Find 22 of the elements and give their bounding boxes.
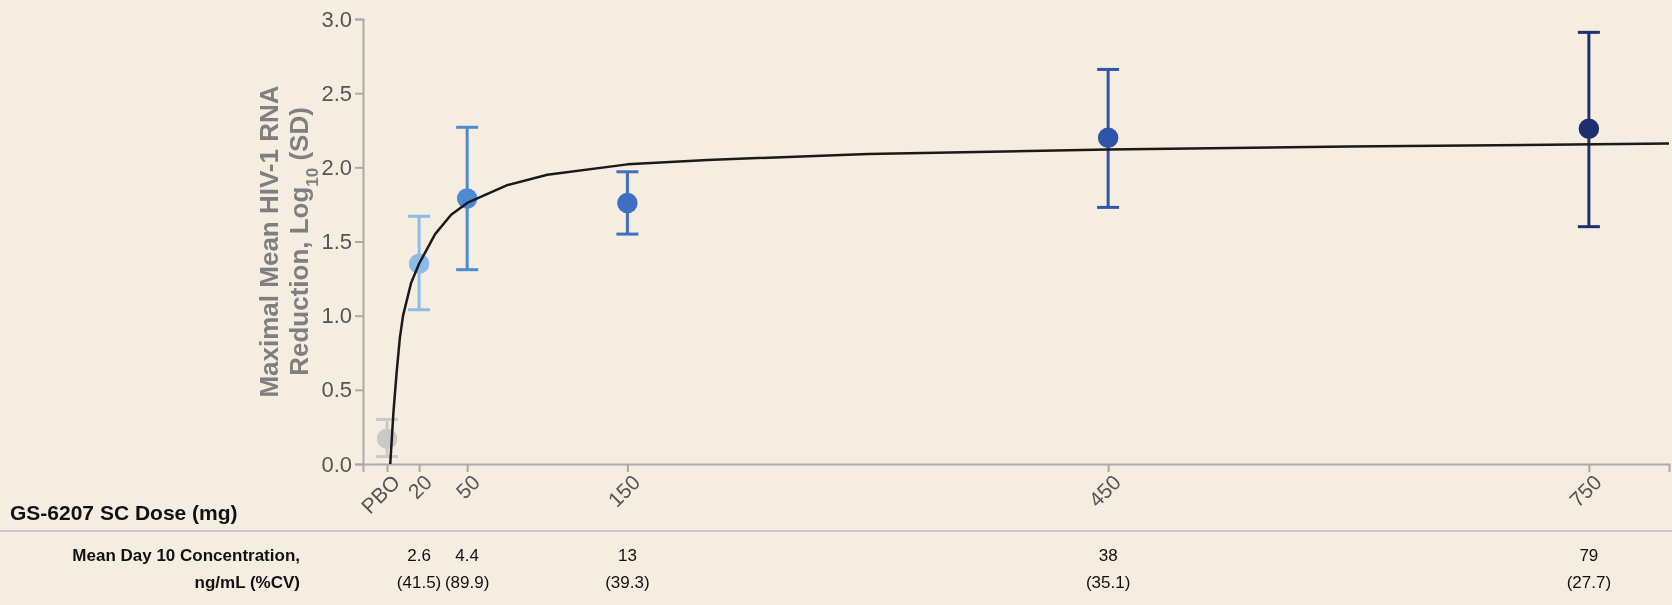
x-tick-label: 150 xyxy=(603,470,645,512)
x-tick-label: 750 xyxy=(1564,470,1606,512)
text: Mean Day 10 Concentration, ng/mL (%CV) xyxy=(72,546,300,592)
point xyxy=(617,192,638,214)
x-tick-label: 20 xyxy=(403,470,437,503)
y-tick-label: 1.0 xyxy=(321,303,352,329)
text: 79 (27.7) xyxy=(1566,546,1612,592)
x-axis-title: GS-6207 SC Dose (mg) xyxy=(10,501,238,524)
text: 38 (35.1) xyxy=(1085,546,1131,592)
x-tick-label: 50 xyxy=(451,470,485,503)
y-tick-label: 2.5 xyxy=(321,80,352,106)
y-tick-label: 3.0 xyxy=(321,6,352,32)
text: 13 (39.3) xyxy=(605,546,650,592)
point xyxy=(1097,127,1119,148)
text: 2.6 (41.5) xyxy=(396,546,442,592)
point xyxy=(1578,118,1600,139)
y-tick-label: 0.5 xyxy=(321,377,352,403)
y-tick-label: 1.5 xyxy=(321,229,352,255)
x-tick-label: 450 xyxy=(1084,470,1126,512)
text: 4.4 (89.9) xyxy=(444,546,490,592)
y-tick-label: 0.0 xyxy=(321,451,352,477)
y-tick-label: 2.0 xyxy=(321,154,352,180)
